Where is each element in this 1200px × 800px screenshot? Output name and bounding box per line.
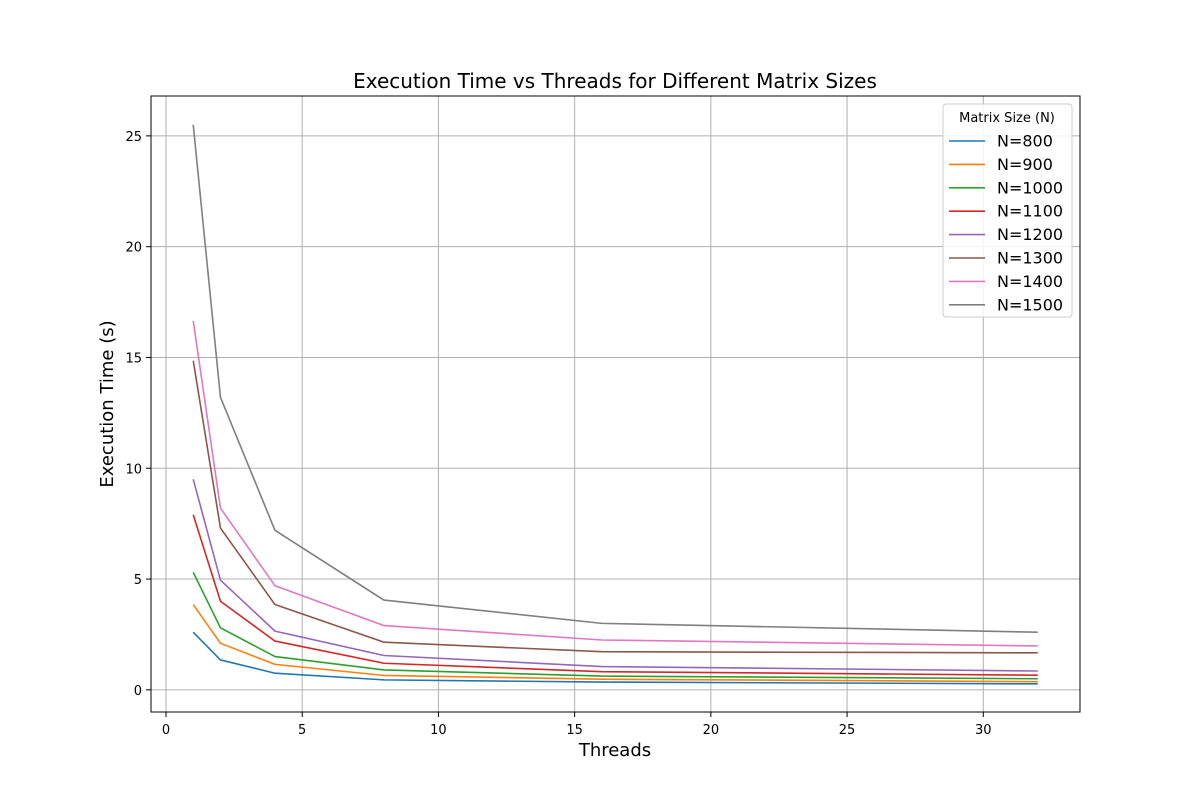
plot-frame	[150, 95, 1081, 713]
legend-item: N=1200	[949, 225, 1063, 244]
legend-item: N=1500	[949, 295, 1063, 314]
y-tick-label: 20	[125, 241, 142, 256]
legend: Matrix Size (N) N=800N=900N=1000N=1100N=…	[942, 103, 1073, 318]
legend-item: N=1300	[949, 249, 1063, 268]
x-tick-label: 0	[162, 723, 170, 738]
legend-label: N=800	[997, 132, 1053, 151]
y-tick-label: 0	[134, 684, 142, 699]
x-tick-label: 5	[298, 723, 306, 738]
legend-label: N=1000	[997, 178, 1063, 197]
legend-label: N=1100	[997, 202, 1063, 221]
x-axis-ticks: 0 5 10 15 20 25 30	[162, 712, 992, 738]
legend-label: N=900	[997, 155, 1053, 174]
series-line-n-800	[192, 631, 1038, 685]
y-tick-label: 15	[125, 351, 142, 366]
series-line-n-1400	[192, 320, 1038, 647]
legend-label: N=1200	[997, 225, 1063, 244]
grid	[151, 96, 1080, 712]
legend-label: N=1300	[997, 249, 1063, 268]
series-line-n-1500	[192, 124, 1038, 634]
legend-label: N=1400	[997, 272, 1063, 291]
series-line-n-1200	[192, 479, 1038, 672]
series-line-n-900	[192, 604, 1038, 683]
series-line-n-1300	[192, 360, 1038, 654]
legend-items: N=800 N=900 N=1000 N=1100 N=1200 N=1300 N=1400…	[949, 132, 1063, 314]
legend-item: N=1000	[949, 178, 1063, 197]
legend-label: N=1500	[997, 295, 1063, 314]
y-axis-label: Execution Time (s)	[97, 320, 118, 487]
series-line-n-1000	[192, 572, 1038, 680]
legend-item: N=900	[949, 155, 1053, 174]
y-tick-label: 5	[134, 573, 142, 588]
legend-item: N=800	[949, 132, 1053, 151]
x-tick-label: 25	[839, 723, 856, 738]
chart-title: Execution Time vs Threads for Different …	[353, 69, 877, 93]
x-tick-label: 15	[566, 723, 583, 738]
legend-box	[942, 103, 1073, 318]
x-tick-label: 30	[975, 723, 992, 738]
series-line-n-1100	[192, 514, 1038, 677]
legend-item: N=1400	[949, 272, 1063, 291]
x-tick-label: 20	[703, 723, 720, 738]
series-lines	[192, 124, 1038, 685]
legend-item: N=1100	[949, 202, 1063, 221]
y-axis-ticks: 0 5 10 15 20 25	[125, 130, 151, 699]
x-tick-label: 10	[430, 723, 447, 738]
y-tick-label: 25	[125, 130, 142, 145]
y-tick-label: 10	[125, 462, 142, 477]
legend-title: Matrix Size (N)	[959, 111, 1055, 126]
x-axis-label: Threads	[578, 740, 651, 761]
